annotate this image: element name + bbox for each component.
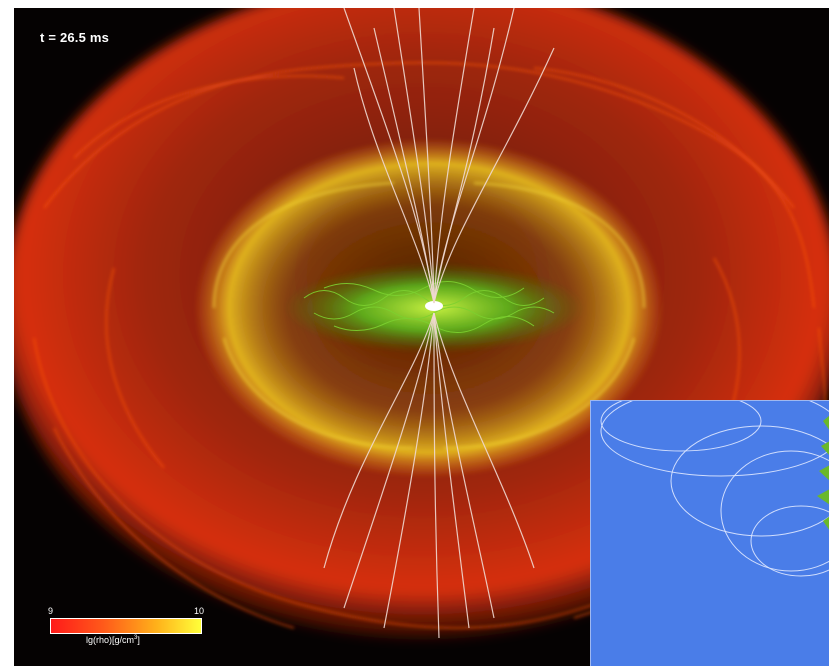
time-label: t = 26.5 ms bbox=[40, 30, 110, 45]
inset-green-markers bbox=[817, 415, 829, 530]
density-colorbar: 9 10 lg(rho)[g/cm3] bbox=[48, 606, 208, 646]
simulation-frame: t = 26.5 ms 9 10 lg(rho)[g/cm3] bbox=[14, 8, 829, 666]
inset-panel bbox=[590, 400, 829, 666]
colorbar-title: lg(rho)[g/cm3] bbox=[86, 635, 140, 645]
inset-field-lines bbox=[600, 401, 829, 577]
torus-filaments bbox=[212, 181, 646, 450]
colorbar-min-label: 9 bbox=[48, 606, 54, 616]
central-remnant bbox=[425, 301, 443, 311]
lower-field-lines bbox=[323, 312, 535, 639]
upper-field-lines bbox=[343, 8, 555, 304]
density-volume-render bbox=[14, 8, 829, 639]
colorbar-gradient bbox=[50, 618, 202, 634]
colorbar-max-label: 10 bbox=[193, 606, 204, 616]
